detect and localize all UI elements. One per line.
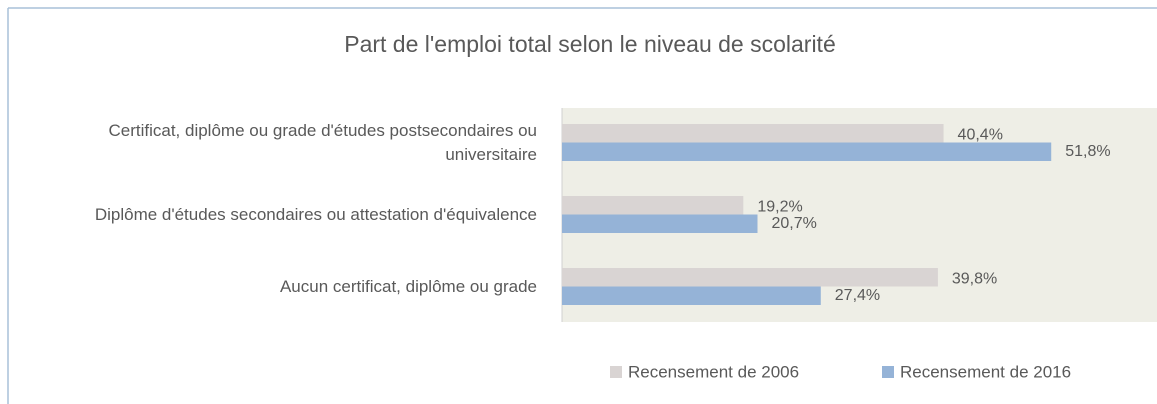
value-label: 27,4% (835, 287, 880, 304)
category-label: Diplôme d'études secondaires ou attestat… (94, 204, 537, 224)
bar (562, 214, 758, 233)
value-label: 51,8% (1065, 143, 1110, 160)
category-label: Certificat, diplôme ou grade d'études po… (108, 120, 537, 164)
value-label: 19,2% (757, 198, 802, 215)
category-label: Aucun certificat, diplôme ou grade (279, 276, 537, 296)
legend-label: Recensement de 2016 (900, 362, 1071, 381)
chart-title: Part de l'emploi total selon le niveau d… (344, 31, 836, 57)
value-label: 39,8% (952, 270, 997, 287)
bar (562, 142, 1052, 161)
value-label: 20,7% (772, 215, 817, 232)
bar (562, 286, 821, 305)
legend-swatch (882, 366, 894, 378)
bar (562, 124, 944, 143)
bar (562, 196, 744, 215)
legend-label: Recensement de 2006 (628, 362, 799, 381)
value-label: 40,4% (958, 126, 1003, 143)
bar (562, 268, 938, 287)
legend-swatch (610, 366, 622, 378)
